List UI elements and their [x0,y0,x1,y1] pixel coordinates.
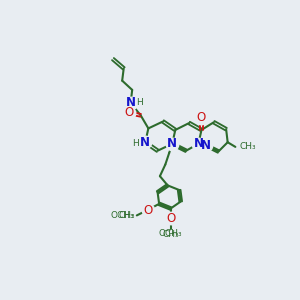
Text: O: O [143,203,152,217]
Text: O: O [197,111,206,124]
Text: H: H [132,139,139,148]
Text: CH₃: CH₃ [162,230,179,239]
Text: CH₃: CH₃ [240,142,256,152]
Text: OCH₃: OCH₃ [110,211,134,220]
Text: O: O [166,212,175,225]
Text: N: N [194,137,203,150]
Text: CH₃: CH₃ [118,211,135,220]
Text: N: N [167,137,177,150]
Text: O: O [124,106,134,119]
Text: N: N [201,139,211,152]
Text: N: N [126,97,136,110]
Text: H: H [136,98,143,107]
Text: N: N [140,136,150,149]
Text: OCH₃: OCH₃ [159,229,182,238]
